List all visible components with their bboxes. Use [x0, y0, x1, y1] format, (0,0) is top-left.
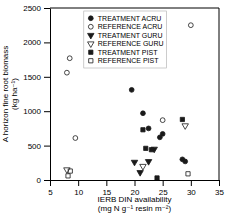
tick-label: 500 — [28, 142, 42, 151]
point — [180, 117, 184, 121]
series — [141, 117, 185, 180]
point — [160, 132, 165, 137]
y-label: A horizon fine root biomass(kg ha⁻¹) — [1, 46, 19, 143]
point — [160, 118, 165, 123]
series — [129, 87, 187, 163]
label-line: (mg N g⁻¹ resin m⁻²) — [98, 204, 172, 213]
label-line: A horizon fine root biomass — [1, 46, 10, 143]
tick-mark — [219, 180, 220, 186]
label-line: IERB DIN availability — [98, 195, 172, 204]
point — [141, 111, 146, 116]
point — [146, 126, 151, 131]
point — [141, 128, 145, 132]
tick-label: 1000 — [23, 107, 41, 116]
tick: 500 — [28, 142, 50, 151]
tick-mark — [78, 180, 79, 186]
tick-mark — [44, 180, 50, 181]
points — [64, 23, 194, 180]
tick-label: 30 — [187, 188, 196, 197]
tick-mark — [106, 180, 107, 186]
legend-symbol — [89, 59, 93, 63]
point — [68, 169, 72, 173]
point — [186, 172, 190, 176]
tick: 1000 — [23, 107, 50, 116]
tick: 35 — [215, 180, 224, 197]
point — [129, 87, 134, 92]
tick-label: 2500 — [23, 4, 41, 13]
series — [64, 124, 189, 174]
legend-symbol — [88, 16, 93, 21]
point — [131, 160, 137, 166]
point — [155, 176, 159, 180]
tick-mark — [44, 111, 50, 112]
legend: TREATMENT ACRUREFERENCE ACRU TREATMENT GU… — [84, 11, 167, 68]
tick: 0 — [37, 176, 50, 185]
point — [137, 171, 143, 177]
point — [66, 174, 70, 178]
tick-mark — [50, 180, 51, 186]
point — [149, 148, 153, 152]
legend-label: REFERENCE PIST — [98, 57, 159, 64]
series — [66, 169, 190, 178]
tick-label: 5 — [48, 188, 53, 197]
tick: 30 — [187, 180, 196, 197]
point — [144, 146, 148, 150]
series — [131, 147, 157, 176]
legend-symbol — [89, 50, 93, 54]
y-axis: 0 500 1000 1500 2000 2500 — [23, 4, 50, 185]
label-line: (kg ha⁻¹) — [10, 78, 19, 110]
tick-label: 2000 — [23, 38, 41, 47]
legend-label: TREATMENT GURU — [98, 32, 163, 39]
legend-symbol — [88, 33, 94, 39]
tick: 1500 — [23, 73, 50, 82]
legend-symbol — [88, 42, 94, 48]
tick-mark — [135, 180, 136, 186]
tick: 2500 — [23, 4, 50, 13]
legend-label: REFERENCE ACRU — [98, 23, 163, 30]
point — [65, 70, 70, 75]
tick: 10 — [74, 180, 83, 197]
tick-mark — [191, 180, 192, 186]
tick: 2000 — [23, 38, 50, 47]
legend-label: TREATMENT ACRU — [98, 15, 162, 22]
tick-label: 10 — [74, 188, 83, 197]
point — [67, 56, 72, 61]
tick-mark — [44, 8, 50, 9]
point — [140, 164, 146, 170]
tick-mark — [44, 42, 50, 43]
x-label: IERB DIN availability(mg N g⁻¹ resin m⁻²… — [98, 195, 172, 213]
frame — [219, 8, 220, 180]
point — [183, 159, 188, 164]
tick-mark — [44, 77, 50, 78]
point — [73, 136, 78, 141]
point — [182, 124, 188, 130]
chart: 510152025303505001000150020002500IERB DI… — [0, 0, 229, 220]
legend-label: REFERENCE GURU — [98, 40, 164, 47]
tick-label: 1500 — [23, 73, 41, 82]
tick-label: 0 — [37, 176, 42, 185]
tick-mark — [44, 146, 50, 147]
legend-frame — [84, 11, 167, 68]
tick: 5 — [48, 180, 53, 197]
legend-symbol — [88, 24, 93, 29]
tick-mark — [163, 180, 164, 186]
legend-label: TREATMENT PIST — [98, 49, 158, 56]
plot: 510152025303505001000150020002500IERB DI… — [1, 4, 224, 213]
tick-label: 35 — [215, 188, 224, 197]
axis-line — [50, 9, 51, 181]
point — [188, 23, 193, 28]
frame — [50, 8, 219, 9]
